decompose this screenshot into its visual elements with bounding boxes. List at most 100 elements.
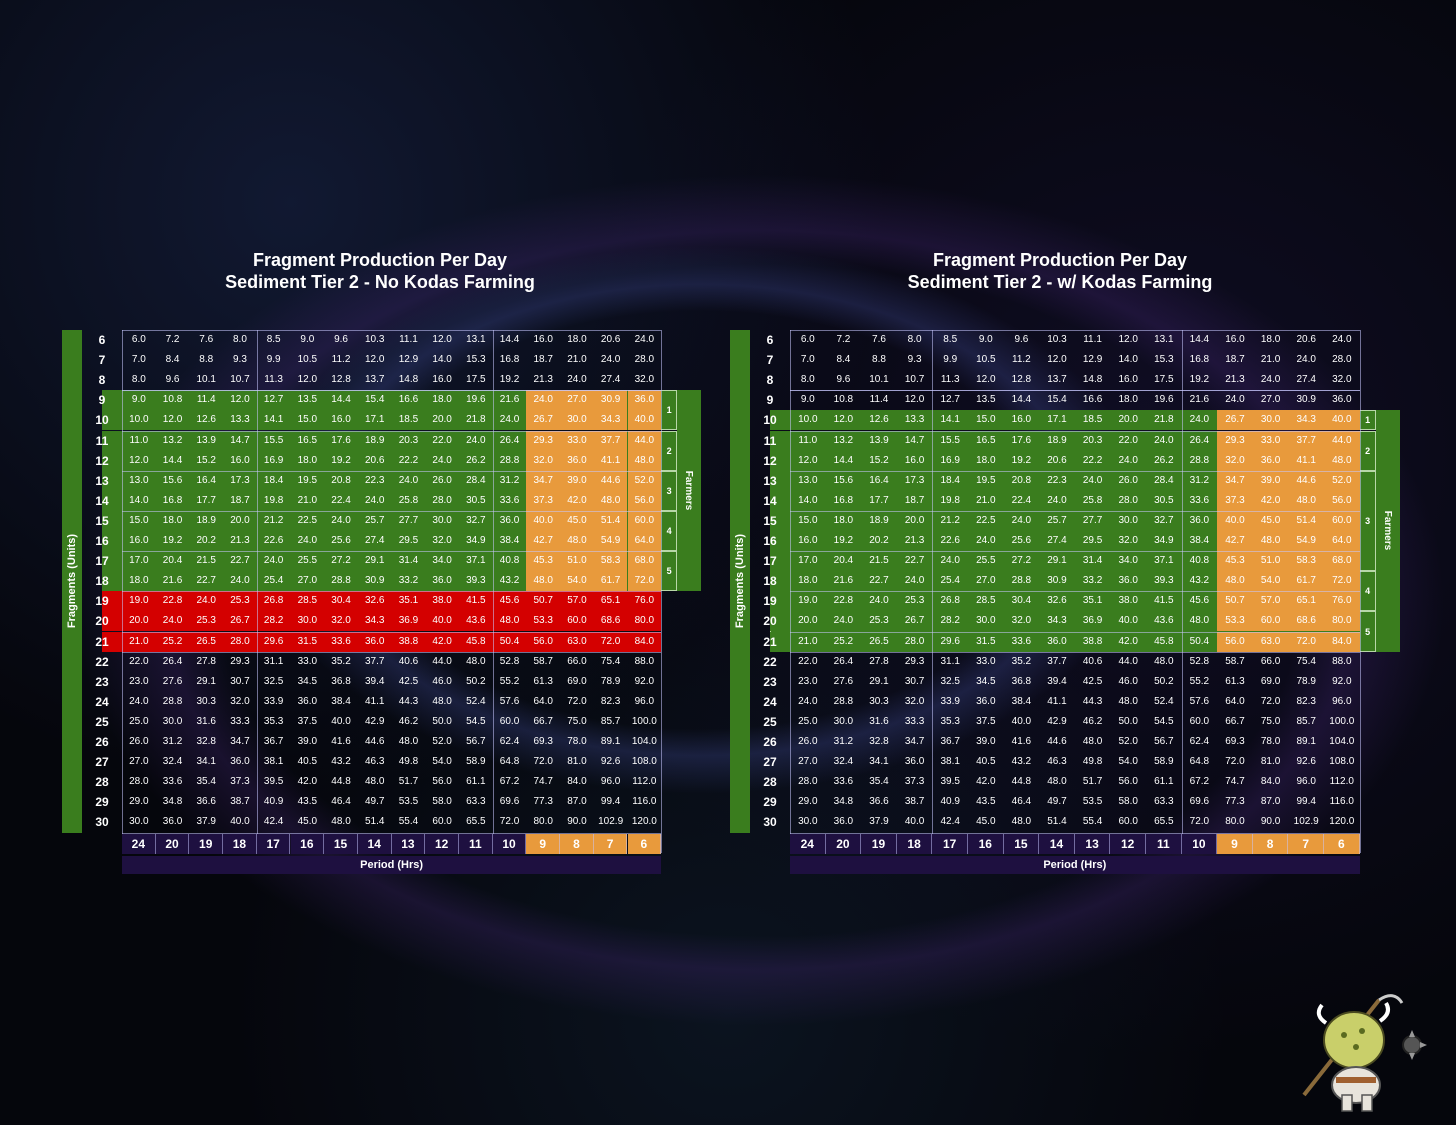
grid-hline-minor bbox=[122, 551, 662, 553]
table-cell: 37.7 bbox=[365, 655, 385, 667]
table-cell: 10.1 bbox=[869, 374, 889, 386]
table-cell: 38.4 bbox=[1011, 695, 1032, 707]
table-cell: 19.2 bbox=[1189, 374, 1210, 386]
table-cell: 96.0 bbox=[1332, 695, 1352, 707]
table-cell: 26.5 bbox=[861, 631, 897, 652]
table-cell: 116.0 bbox=[1329, 796, 1354, 808]
table-cell: 34.9 bbox=[459, 531, 493, 551]
table-cell: 84.0 bbox=[1324, 631, 1360, 652]
farmer-group-label: 5 bbox=[666, 566, 672, 577]
table-cell: 37.1 bbox=[459, 551, 493, 572]
chart-subtitle-right: Sediment Tier 2 - w/ Kodas Farming bbox=[907, 272, 1213, 292]
period-label: 19 bbox=[189, 833, 224, 854]
period-label: 13 bbox=[391, 833, 426, 854]
table-cell: 45.0 bbox=[560, 510, 594, 531]
table-cell: 26.4 bbox=[833, 655, 854, 667]
table-cell: 17.5 bbox=[1154, 374, 1174, 386]
table-cell: 14.4 bbox=[1011, 394, 1032, 406]
table-cell: 22.3 bbox=[357, 470, 392, 491]
table-cell: 25.6 bbox=[324, 531, 358, 551]
table-cell: 21.6 bbox=[155, 571, 190, 592]
table-cell: 50.7 bbox=[526, 591, 561, 612]
row-label-fragments: 30 bbox=[95, 815, 109, 830]
table-cell: 58.9 bbox=[1154, 756, 1174, 768]
table-cell: 45.6 bbox=[1181, 591, 1218, 612]
table-cell: 33.6 bbox=[162, 776, 183, 788]
table-cell: 29.1 bbox=[196, 675, 216, 687]
table-cell: 12.0 bbox=[122, 450, 156, 471]
farmer-group-label: 2 bbox=[666, 445, 672, 456]
table-cell: 44.0 bbox=[432, 655, 452, 667]
table-cell: 22.7 bbox=[861, 571, 897, 592]
farmer-group-label: 5 bbox=[1365, 626, 1371, 637]
table-cell: 72.0 bbox=[567, 695, 587, 707]
row-label-fragments: 13 bbox=[95, 473, 109, 488]
table-cell: 32.8 bbox=[196, 736, 216, 747]
table-cell: 37.3 bbox=[230, 776, 250, 788]
table-cell: 18.4 bbox=[256, 470, 291, 491]
table-cell: 15.0 bbox=[790, 510, 826, 531]
table-cell: 20.6 bbox=[1039, 450, 1075, 471]
period-label: 10 bbox=[492, 833, 527, 854]
table-cell: 22.0 bbox=[129, 655, 149, 667]
table-cell: 55.4 bbox=[398, 816, 419, 828]
table-cell: 26.0 bbox=[1110, 470, 1146, 491]
table-cell: 74.7 bbox=[1225, 776, 1245, 788]
table-cell: 89.1 bbox=[600, 736, 621, 747]
table-cell: 43.6 bbox=[459, 611, 493, 632]
table-cell: 41.5 bbox=[1146, 591, 1182, 612]
table-cell: 36.0 bbox=[976, 695, 996, 707]
table-cell: 40.0 bbox=[1011, 715, 1032, 727]
table-cell: 48.0 bbox=[1082, 736, 1103, 747]
table-cell: 64.8 bbox=[499, 756, 520, 768]
table-cell: 10.7 bbox=[230, 374, 250, 386]
table-cell: 58.0 bbox=[432, 796, 452, 808]
table-cell: 112.0 bbox=[632, 776, 657, 788]
table-cell: 16.5 bbox=[968, 430, 1004, 451]
row-label-fragments: 17 bbox=[763, 554, 777, 569]
table-cell: 34.8 bbox=[833, 796, 854, 808]
table-cell: 104.0 bbox=[631, 736, 657, 747]
table-cell: 60.0 bbox=[499, 715, 520, 727]
table-cell: 18.0 bbox=[968, 450, 1004, 471]
table-cell: 36.0 bbox=[627, 390, 662, 411]
table-cell: 39.3 bbox=[1146, 571, 1182, 592]
table-cell: 12.7 bbox=[940, 394, 960, 406]
x-axis-label: Period (Hrs) bbox=[790, 855, 1360, 874]
table-cell: 37.9 bbox=[196, 816, 216, 828]
row-label-fragments: 25 bbox=[763, 714, 777, 729]
table-cell: 12.6 bbox=[189, 410, 224, 431]
table-cell: 30.0 bbox=[833, 715, 854, 727]
period-label: 14 bbox=[1039, 833, 1075, 854]
table-cell: 28.4 bbox=[459, 470, 493, 491]
table-cell: 18.0 bbox=[1118, 394, 1138, 406]
table-cell: 72.0 bbox=[1225, 756, 1245, 768]
table-cell: 34.5 bbox=[976, 675, 996, 687]
table-cell: 42.5 bbox=[398, 675, 419, 687]
grid-hline bbox=[122, 832, 662, 834]
period-label: 9 bbox=[526, 833, 561, 854]
table-cell: 33.0 bbox=[297, 655, 318, 667]
table-cell: 46.4 bbox=[331, 796, 351, 808]
table-cell: 37.5 bbox=[976, 715, 996, 727]
table-cell: 16.0 bbox=[1225, 334, 1245, 345]
table-cell: 45.6 bbox=[492, 591, 527, 612]
table-cell: 19.5 bbox=[290, 470, 325, 491]
table-cell: 14.4 bbox=[825, 450, 862, 471]
table-cell: 44.6 bbox=[1047, 736, 1067, 747]
table-cell: 16.8 bbox=[825, 490, 862, 511]
table-cell: 68.0 bbox=[1324, 551, 1360, 572]
row-label-fragments: 11 bbox=[763, 433, 777, 448]
table-cell: 58.0 bbox=[1118, 796, 1138, 808]
table-cell: 31.6 bbox=[869, 715, 889, 727]
table-cell: 52.8 bbox=[499, 655, 520, 667]
table-cell: 26.8 bbox=[256, 591, 291, 612]
table-cell: 44.6 bbox=[1288, 470, 1324, 491]
table-cell: 65.5 bbox=[466, 816, 486, 828]
table-cell: 32.7 bbox=[1146, 510, 1182, 531]
table-cell: 10.7 bbox=[904, 374, 925, 386]
table-cell: 41.6 bbox=[1011, 736, 1032, 747]
table-cell: 48.0 bbox=[1181, 611, 1218, 632]
table-cell: 18.0 bbox=[290, 450, 325, 471]
table-cell: 33.6 bbox=[833, 776, 854, 788]
